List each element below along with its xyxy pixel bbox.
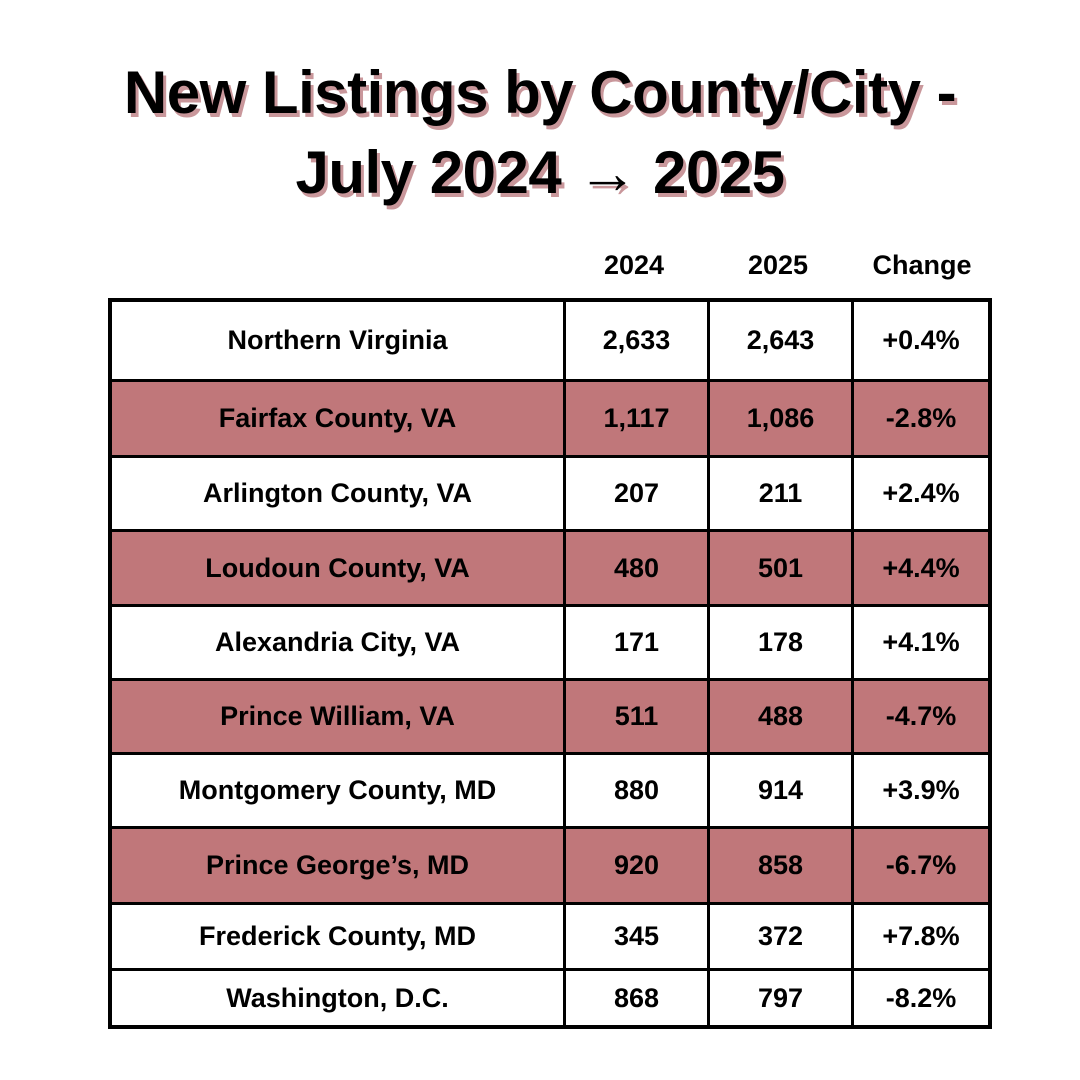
area-cell: Washington, D.C. [112, 971, 566, 1025]
change-cell: +7.8% [854, 905, 988, 971]
value-2024-cell: 171 [566, 607, 710, 681]
value-2024-cell: 480 [566, 532, 710, 607]
title-line-1: New Listings by County/City - [123, 59, 957, 126]
value-2025-cell: 501 [710, 532, 854, 607]
area-cell: Northern Virginia [112, 302, 566, 382]
change-cell: +3.9% [854, 755, 988, 829]
change-cell: -4.7% [854, 681, 988, 755]
area-cell: Prince George’s, MD [112, 829, 566, 905]
area-cell: Alexandria City, VA [112, 607, 566, 681]
title-line-2: July 2024 → 2025 [295, 139, 785, 206]
value-2024-cell: 920 [566, 829, 710, 905]
change-cell: +0.4% [854, 302, 988, 382]
header-change: Change [872, 250, 972, 280]
area-cell: Frederick County, MD [112, 905, 566, 971]
value-2025-cell: 178 [710, 607, 854, 681]
value-2025-cell: 372 [710, 905, 854, 971]
change-cell: +4.4% [854, 532, 988, 607]
value-2025-cell: 797 [710, 971, 854, 1025]
change-cell: +4.1% [854, 607, 988, 681]
change-cell: -2.8% [854, 382, 988, 458]
header-2025: 2025 [747, 250, 809, 280]
value-2025-cell: 2,643 [710, 302, 854, 382]
value-2024-cell: 2,633 [566, 302, 710, 382]
area-cell: Loudoun County, VA [112, 532, 566, 607]
value-2024-cell: 207 [566, 458, 710, 532]
header-2024: 2024 [603, 250, 665, 280]
area-cell: Prince William, VA [112, 681, 566, 755]
value-2024-cell: 880 [566, 755, 710, 829]
value-2025-cell: 914 [710, 755, 854, 829]
value-2025-cell: 488 [710, 681, 854, 755]
value-2024-cell: 511 [566, 681, 710, 755]
change-cell: -8.2% [885, 982, 957, 1013]
area-cell: Arlington County, VA [112, 458, 566, 532]
value-2025-cell: 858 [710, 829, 854, 905]
change-cell: +2.4% [854, 458, 988, 532]
value-2024-cell: 1,117 [566, 382, 710, 458]
value-2025-cell: 1,086 [710, 382, 854, 458]
value-2024-cell: 345 [566, 905, 710, 971]
listings-table: Northern Virginia 2,633 2,643 +0.4% Fairfax … [108, 298, 992, 1029]
change-cell: -6.7% [854, 829, 988, 905]
area-cell: Montgomery County, MD [112, 755, 566, 829]
value-2024-cell: 868 [566, 971, 710, 1025]
value-2025-cell: 211 [710, 458, 854, 532]
area-cell: Fairfax County, VA [112, 382, 566, 458]
